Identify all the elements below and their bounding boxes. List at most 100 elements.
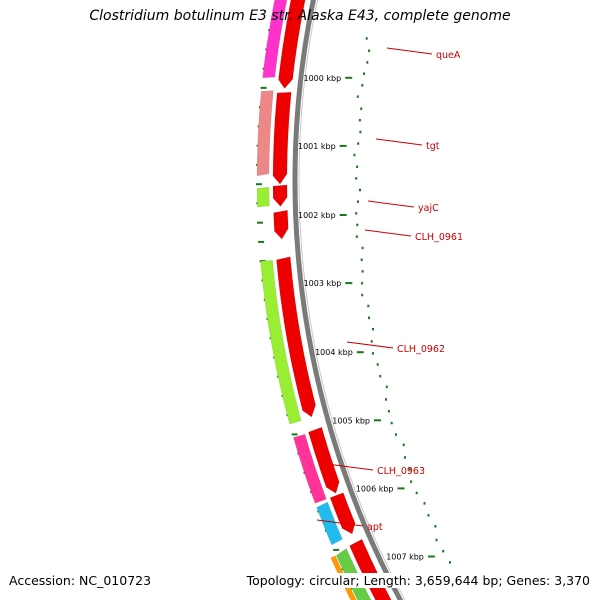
tick-label: 1001 kbp xyxy=(298,142,336,151)
gc-dot xyxy=(435,538,438,542)
gc-dot xyxy=(363,72,366,75)
cds-block xyxy=(273,210,289,240)
gc-dot xyxy=(361,282,364,285)
minor-tick xyxy=(258,240,265,243)
major-tick xyxy=(345,76,353,79)
gc-dot xyxy=(355,235,358,238)
gc-dot xyxy=(357,142,360,145)
cog-block xyxy=(293,433,327,504)
backbone-line xyxy=(292,0,404,600)
gc-dot xyxy=(410,480,413,483)
gc-dot xyxy=(370,340,373,343)
major-tick xyxy=(339,144,347,147)
backbone-ring xyxy=(292,0,406,600)
gc-dot xyxy=(442,549,445,553)
label-connector xyxy=(386,47,433,55)
gene-label: CLH_0962 xyxy=(397,344,445,355)
cds-block xyxy=(329,492,356,535)
gc-dot xyxy=(427,514,430,517)
gc-dot xyxy=(355,212,358,215)
gc-dot xyxy=(385,385,388,389)
gc-dot xyxy=(355,177,358,180)
minor-tick xyxy=(333,548,340,551)
cds-block xyxy=(276,256,316,418)
gc-dot xyxy=(376,363,379,366)
label-connector xyxy=(316,519,364,527)
gc-dot xyxy=(385,398,387,401)
gene-label: CLH_0963 xyxy=(377,466,425,477)
topology-text: Topology: circular; Length: 3,659,644 bp… xyxy=(246,573,590,588)
gene-label: CLH_0961 xyxy=(415,232,463,243)
gc-dot xyxy=(357,200,359,203)
gc-dot xyxy=(358,119,361,122)
tick-label: 1005 kbp xyxy=(332,416,370,425)
gene-label: tgt xyxy=(426,141,440,152)
backbone-shadow xyxy=(298,0,406,600)
tick-label: 1006 kbp xyxy=(356,484,394,493)
gene-features xyxy=(256,0,392,600)
major-tick xyxy=(339,214,347,216)
gc-dot xyxy=(361,246,364,250)
tick-label: 1004 kbp xyxy=(315,348,353,357)
minor-tick xyxy=(256,183,262,186)
major-tick xyxy=(356,351,364,354)
gc-dot xyxy=(368,49,371,52)
tick-label: 1000 kbp xyxy=(303,74,341,83)
gc-dot xyxy=(368,316,370,320)
gc-dot xyxy=(379,374,382,378)
label-connector xyxy=(326,463,374,471)
gc-dot xyxy=(408,467,411,471)
gc-dot xyxy=(366,61,369,64)
cds-block xyxy=(308,426,340,494)
major-tick xyxy=(374,419,381,422)
tick-label: 1007 kbp xyxy=(386,553,424,562)
cds-block xyxy=(272,184,288,207)
gc-dot xyxy=(361,84,364,87)
gc-dot xyxy=(387,410,390,413)
gc-dot xyxy=(360,258,363,261)
gene-label: apt xyxy=(367,522,383,533)
gc-dot xyxy=(402,443,405,447)
gc-dot xyxy=(403,456,406,459)
gc-dot xyxy=(394,433,397,436)
gc-dot xyxy=(356,223,359,227)
gc-dot xyxy=(372,327,374,331)
gc-dot xyxy=(449,561,451,564)
cog-block xyxy=(256,186,270,208)
gene-label: yajC xyxy=(418,203,439,214)
tick-label: 1003 kbp xyxy=(304,279,342,288)
cog-block xyxy=(256,90,274,177)
major-tick xyxy=(345,282,353,285)
gc-dot xyxy=(367,304,370,308)
gc-dot xyxy=(415,491,418,495)
cds-block xyxy=(278,0,306,89)
gc-dot xyxy=(365,37,368,40)
minor-tick xyxy=(260,86,267,89)
major-tick xyxy=(397,487,405,490)
major-tick xyxy=(427,555,435,558)
label-connector xyxy=(367,200,415,208)
label-connector xyxy=(375,138,423,146)
gc-dot xyxy=(361,293,364,297)
cog-block xyxy=(260,260,302,425)
gc-dot xyxy=(360,107,363,110)
gc-dot xyxy=(359,188,361,192)
accession-text: Accession: NC_010723 xyxy=(9,573,152,588)
gc-dot xyxy=(359,130,362,134)
minor-tick xyxy=(291,433,298,436)
tick-label: 1002 kbp xyxy=(298,211,336,220)
gc-dot xyxy=(390,421,393,425)
gc-dot xyxy=(434,525,437,528)
cog-block xyxy=(316,501,343,546)
gc-dot xyxy=(356,95,359,98)
gc-dot xyxy=(423,502,426,505)
minor-tick xyxy=(257,221,263,224)
label-connector xyxy=(346,341,394,349)
label-connector xyxy=(364,229,412,237)
gc-dot xyxy=(353,153,356,157)
cds-block xyxy=(272,91,292,185)
gc-content-dots xyxy=(353,37,451,564)
map-title: Clostridium botulinum E3 str. Alaska E43… xyxy=(89,8,511,24)
